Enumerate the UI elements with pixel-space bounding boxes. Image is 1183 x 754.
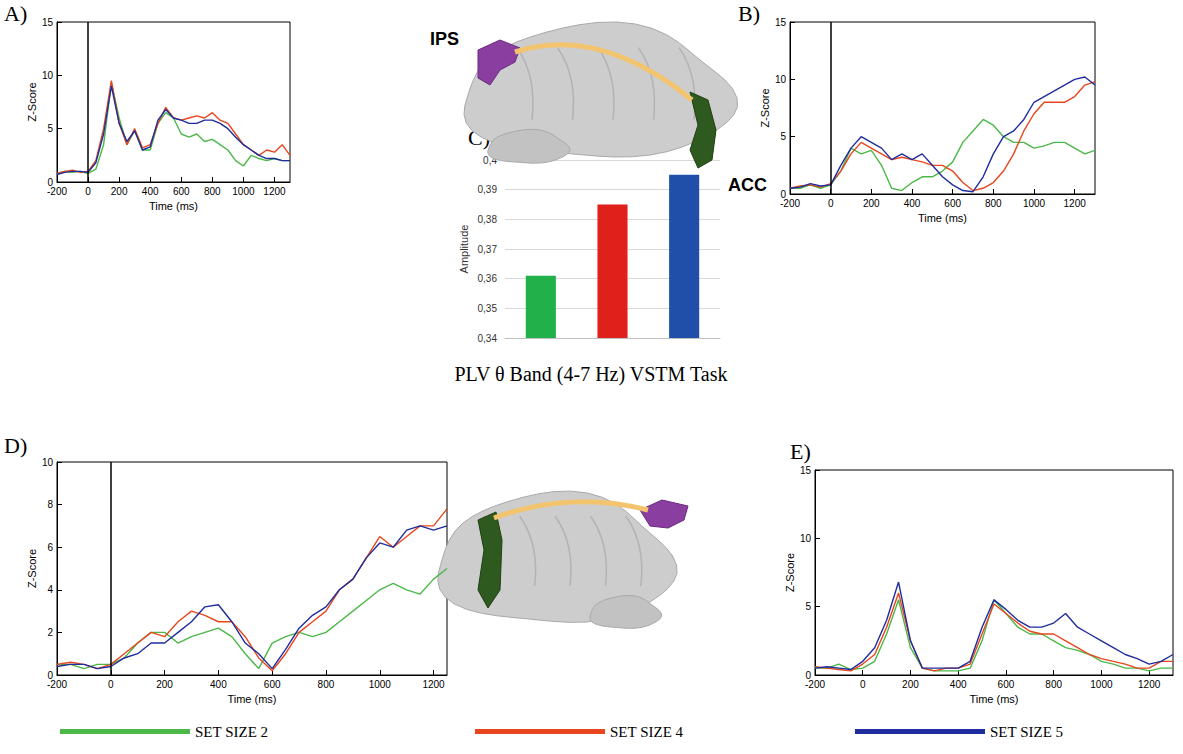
svg-text:200: 200 <box>902 679 919 690</box>
svg-text:E): E) <box>790 439 811 464</box>
svg-text:SET SIZE 5: SET SIZE 5 <box>990 724 1063 740</box>
svg-text:5: 5 <box>780 131 786 142</box>
svg-text:1000: 1000 <box>232 186 255 197</box>
svg-text:1000: 1000 <box>1023 198 1046 209</box>
svg-text:0: 0 <box>108 679 114 690</box>
svg-text:IPS: IPS <box>430 29 459 49</box>
svg-text:800: 800 <box>1045 679 1062 690</box>
svg-text:600: 600 <box>944 198 961 209</box>
svg-text:1200: 1200 <box>1138 679 1161 690</box>
svg-text:0: 0 <box>780 188 786 200</box>
svg-text:Time (ms): Time (ms) <box>227 693 276 705</box>
svg-text:Amplitude: Amplitude <box>458 225 470 274</box>
svg-text:10: 10 <box>42 457 54 468</box>
svg-text:A): A) <box>4 1 27 26</box>
svg-text:0,38: 0,38 <box>478 214 498 225</box>
svg-text:4: 4 <box>47 584 53 595</box>
svg-text:Z-Score: Z-Score <box>759 88 771 127</box>
svg-text:Z-Score: Z-Score <box>26 82 38 121</box>
svg-text:Time (ms): Time (ms) <box>969 693 1018 705</box>
svg-text:0: 0 <box>85 186 91 197</box>
svg-text:PLV θ Band (4-7 Hz) VSTM Task: PLV θ Band (4-7 Hz) VSTM Task <box>454 363 727 386</box>
svg-text:Time (ms): Time (ms) <box>918 212 967 224</box>
svg-text:Z-Score: Z-Score <box>26 549 38 588</box>
svg-text:1200: 1200 <box>422 679 445 690</box>
svg-text:10: 10 <box>775 74 787 85</box>
svg-text:1000: 1000 <box>369 679 392 690</box>
svg-text:0,34: 0,34 <box>478 333 498 344</box>
svg-text:15: 15 <box>775 17 787 28</box>
svg-text:2: 2 <box>47 627 53 638</box>
svg-text:6: 6 <box>47 542 53 553</box>
svg-text:400: 400 <box>210 679 227 690</box>
svg-text:800: 800 <box>985 198 1002 209</box>
svg-text:5: 5 <box>805 601 811 612</box>
svg-text:0,4: 0,4 <box>483 154 497 166</box>
svg-text:0,37: 0,37 <box>478 244 498 255</box>
svg-text:0,35: 0,35 <box>478 303 498 314</box>
svg-text:0: 0 <box>47 669 53 681</box>
svg-text:600: 600 <box>173 186 190 197</box>
svg-text:1000: 1000 <box>1090 679 1113 690</box>
svg-text:400: 400 <box>904 198 921 209</box>
svg-text:400: 400 <box>950 679 967 690</box>
svg-text:-200: -200 <box>780 198 800 209</box>
svg-text:15: 15 <box>800 465 812 476</box>
svg-text:400: 400 <box>142 186 159 197</box>
svg-text:0,39: 0,39 <box>478 184 498 195</box>
svg-text:0,36: 0,36 <box>478 273 498 284</box>
svg-text:0: 0 <box>860 679 866 690</box>
svg-text:0: 0 <box>805 669 811 681</box>
svg-text:600: 600 <box>264 679 281 690</box>
svg-text:200: 200 <box>863 198 880 209</box>
svg-text:Time (ms): Time (ms) <box>149 200 198 212</box>
svg-text:0: 0 <box>47 176 53 188</box>
svg-text:1200: 1200 <box>263 186 286 197</box>
svg-text:600: 600 <box>998 679 1015 690</box>
svg-text:SET SIZE 4: SET SIZE 4 <box>610 724 684 740</box>
svg-text:1200: 1200 <box>1064 198 1087 209</box>
svg-text:0: 0 <box>828 198 834 209</box>
svg-text:8: 8 <box>47 499 53 510</box>
svg-text:B): B) <box>738 1 760 26</box>
svg-text:15: 15 <box>42 17 54 28</box>
svg-text:10: 10 <box>800 533 812 544</box>
svg-text:-200: -200 <box>47 186 67 197</box>
svg-text:800: 800 <box>204 186 221 197</box>
svg-text:ACC: ACC <box>728 175 767 195</box>
svg-text:10: 10 <box>42 70 54 81</box>
svg-text:Z-Score: Z-Score <box>784 553 796 592</box>
svg-text:200: 200 <box>156 679 173 690</box>
svg-text:D): D) <box>4 433 27 458</box>
svg-text:5: 5 <box>47 123 53 134</box>
svg-text:-200: -200 <box>47 679 67 690</box>
svg-text:800: 800 <box>318 679 335 690</box>
svg-text:200: 200 <box>111 186 128 197</box>
svg-text:-200: -200 <box>805 679 825 690</box>
svg-text:SET SIZE 2: SET SIZE 2 <box>195 724 268 740</box>
